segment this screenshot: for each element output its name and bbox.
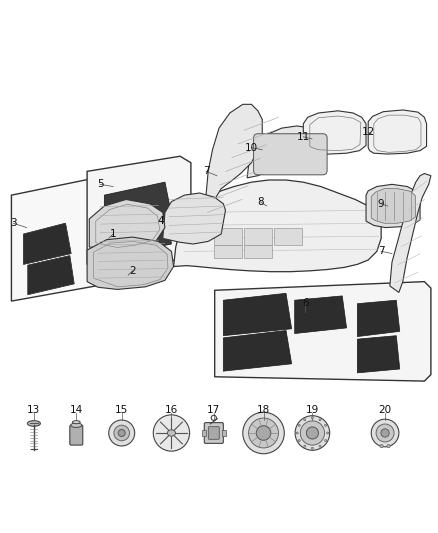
Circle shape bbox=[298, 424, 300, 426]
Circle shape bbox=[114, 425, 130, 441]
Circle shape bbox=[256, 426, 271, 440]
Polygon shape bbox=[295, 296, 346, 334]
Text: 16: 16 bbox=[165, 405, 178, 415]
Text: 7: 7 bbox=[378, 246, 385, 256]
Polygon shape bbox=[368, 110, 427, 154]
Bar bbox=[244, 245, 272, 258]
Text: 8: 8 bbox=[257, 197, 263, 207]
Circle shape bbox=[376, 424, 394, 442]
Polygon shape bbox=[28, 256, 74, 295]
Text: 13: 13 bbox=[27, 405, 41, 415]
FancyBboxPatch shape bbox=[254, 134, 327, 175]
Text: 7: 7 bbox=[203, 166, 209, 176]
Bar bbox=[214, 228, 242, 245]
Text: 6: 6 bbox=[302, 298, 309, 308]
Ellipse shape bbox=[167, 430, 176, 436]
Circle shape bbox=[296, 432, 298, 434]
Bar bbox=[244, 228, 272, 245]
Text: 10: 10 bbox=[245, 143, 258, 152]
Circle shape bbox=[306, 427, 318, 439]
Polygon shape bbox=[357, 300, 400, 336]
Text: 2: 2 bbox=[129, 266, 136, 276]
Bar bbox=[214, 245, 242, 258]
Ellipse shape bbox=[72, 421, 80, 424]
Text: 14: 14 bbox=[70, 405, 83, 415]
Text: 15: 15 bbox=[115, 405, 128, 415]
Text: 9: 9 bbox=[378, 199, 385, 209]
Circle shape bbox=[387, 445, 390, 448]
Bar bbox=[223, 430, 226, 435]
Text: 18: 18 bbox=[257, 405, 270, 415]
Text: 20: 20 bbox=[378, 405, 392, 415]
Circle shape bbox=[109, 420, 134, 446]
Circle shape bbox=[311, 447, 314, 449]
FancyBboxPatch shape bbox=[70, 425, 83, 445]
Polygon shape bbox=[111, 215, 171, 256]
Circle shape bbox=[118, 430, 125, 437]
Circle shape bbox=[325, 440, 327, 442]
Text: 3: 3 bbox=[10, 218, 17, 228]
Text: 12: 12 bbox=[361, 127, 375, 138]
Polygon shape bbox=[223, 293, 292, 336]
Ellipse shape bbox=[71, 423, 82, 427]
Text: 17: 17 bbox=[207, 405, 220, 415]
Circle shape bbox=[300, 421, 325, 445]
Circle shape bbox=[381, 429, 389, 437]
Circle shape bbox=[319, 419, 321, 421]
Ellipse shape bbox=[28, 421, 40, 426]
Polygon shape bbox=[247, 126, 329, 178]
Polygon shape bbox=[173, 180, 381, 272]
Circle shape bbox=[311, 417, 314, 419]
Bar bbox=[274, 228, 302, 245]
Polygon shape bbox=[304, 111, 366, 154]
Circle shape bbox=[304, 419, 306, 421]
Polygon shape bbox=[87, 156, 191, 264]
Polygon shape bbox=[366, 184, 420, 228]
Text: 5: 5 bbox=[97, 179, 103, 189]
Polygon shape bbox=[223, 330, 292, 371]
Text: 11: 11 bbox=[297, 132, 310, 142]
FancyBboxPatch shape bbox=[208, 427, 219, 439]
Polygon shape bbox=[390, 174, 431, 293]
Polygon shape bbox=[24, 223, 71, 264]
Polygon shape bbox=[215, 281, 431, 381]
Text: 1: 1 bbox=[110, 229, 117, 239]
Polygon shape bbox=[104, 182, 171, 228]
Circle shape bbox=[380, 445, 383, 448]
Polygon shape bbox=[357, 336, 400, 373]
Circle shape bbox=[371, 419, 399, 447]
FancyBboxPatch shape bbox=[204, 423, 223, 443]
Polygon shape bbox=[163, 193, 226, 244]
Circle shape bbox=[304, 445, 306, 447]
Circle shape bbox=[298, 440, 300, 442]
Text: 4: 4 bbox=[157, 216, 164, 226]
Circle shape bbox=[243, 412, 284, 454]
Circle shape bbox=[295, 416, 330, 450]
Bar bbox=[202, 430, 206, 435]
Polygon shape bbox=[89, 199, 165, 249]
Circle shape bbox=[249, 418, 279, 448]
Circle shape bbox=[319, 445, 321, 447]
Circle shape bbox=[153, 415, 190, 451]
Polygon shape bbox=[204, 104, 262, 223]
Polygon shape bbox=[87, 237, 173, 289]
Polygon shape bbox=[371, 189, 415, 223]
Circle shape bbox=[327, 432, 328, 434]
Text: 19: 19 bbox=[306, 405, 319, 415]
Polygon shape bbox=[11, 178, 96, 301]
Circle shape bbox=[325, 424, 327, 426]
